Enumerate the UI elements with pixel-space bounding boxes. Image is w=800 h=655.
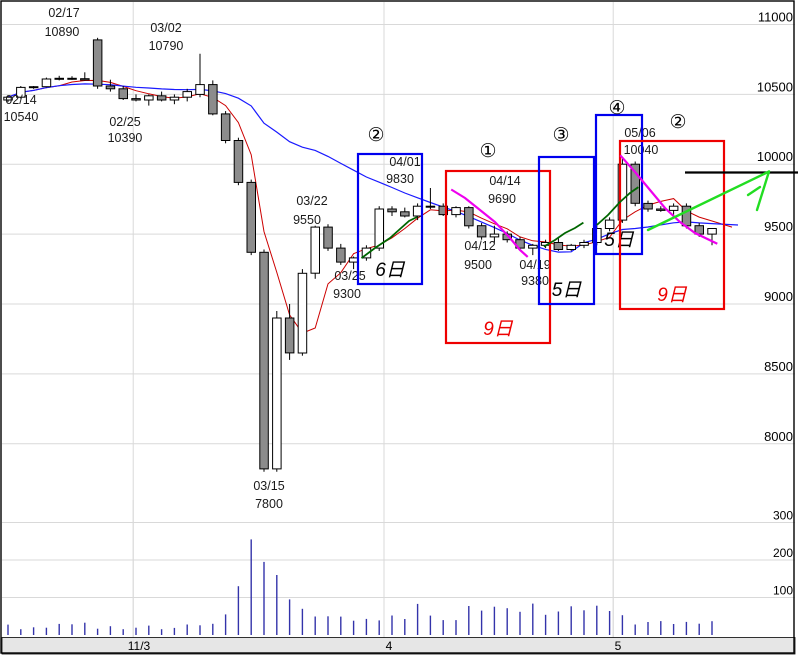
svg-text:04/19: 04/19: [519, 258, 550, 272]
svg-text:8500: 8500: [764, 359, 793, 374]
svg-text:10500: 10500: [757, 79, 793, 94]
svg-text:9500: 9500: [464, 258, 492, 272]
svg-text:10390: 10390: [108, 131, 143, 145]
svg-text:9500: 9500: [764, 219, 793, 234]
svg-text:9000: 9000: [764, 289, 793, 304]
svg-text:4: 4: [386, 639, 393, 653]
svg-text:10790: 10790: [149, 39, 184, 53]
svg-text:05/06: 05/06: [624, 126, 655, 140]
svg-text:9380: 9380: [521, 274, 549, 288]
svg-text:10540: 10540: [4, 110, 39, 124]
svg-text:03/22: 03/22: [296, 194, 327, 208]
svg-text:8000: 8000: [764, 429, 793, 444]
svg-text:9830: 9830: [386, 172, 414, 186]
svg-text:10890: 10890: [45, 25, 80, 39]
svg-text:04/14: 04/14: [489, 174, 520, 188]
svg-text:200: 200: [773, 546, 793, 560]
svg-text:5日: 5日: [552, 280, 583, 301]
svg-text:9300: 9300: [333, 287, 361, 301]
svg-text:9日: 9日: [657, 285, 688, 306]
svg-text:6日: 6日: [375, 260, 406, 281]
svg-text:③: ③: [552, 125, 569, 146]
svg-text:10000: 10000: [757, 149, 793, 164]
svg-text:100: 100: [773, 584, 793, 598]
svg-text:04/01: 04/01: [389, 155, 420, 169]
svg-text:11/3: 11/3: [128, 639, 151, 653]
svg-text:03/02: 03/02: [150, 21, 181, 35]
svg-text:11000: 11000: [758, 10, 793, 25]
svg-text:①: ①: [479, 141, 496, 162]
svg-text:9550: 9550: [293, 213, 321, 227]
svg-text:04/12: 04/12: [464, 239, 495, 253]
svg-text:02/17: 02/17: [48, 6, 79, 20]
svg-text:7800: 7800: [255, 497, 283, 511]
svg-text:03/15: 03/15: [253, 479, 284, 493]
svg-text:300: 300: [773, 509, 793, 523]
svg-text:②: ②: [367, 125, 384, 146]
svg-text:9690: 9690: [488, 192, 516, 206]
svg-text:02/14: 02/14: [5, 93, 36, 107]
svg-text:②: ②: [669, 112, 686, 133]
svg-text:④: ④: [608, 98, 625, 119]
svg-text:03/25: 03/25: [334, 269, 365, 283]
svg-text:9日: 9日: [483, 319, 514, 340]
svg-text:02/25: 02/25: [109, 115, 140, 129]
svg-text:5: 5: [615, 639, 622, 653]
